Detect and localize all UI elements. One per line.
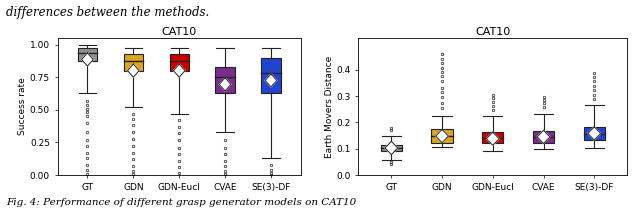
Bar bbox=[381, 145, 402, 151]
Text: differences between the methods.: differences between the methods. bbox=[6, 6, 210, 19]
Y-axis label: Success rate: Success rate bbox=[18, 78, 27, 135]
Bar bbox=[482, 132, 504, 143]
Title: CAT10: CAT10 bbox=[475, 27, 511, 37]
Y-axis label: Earth Movers Distance: Earth Movers Distance bbox=[324, 55, 333, 158]
Polygon shape bbox=[265, 74, 276, 87]
Bar bbox=[124, 54, 143, 71]
Text: Fig. 4: Performance of different grasp generator models on CAT10: Fig. 4: Performance of different grasp g… bbox=[6, 198, 356, 207]
Bar bbox=[533, 131, 554, 143]
Polygon shape bbox=[220, 78, 231, 91]
Bar bbox=[78, 48, 97, 61]
Bar bbox=[170, 54, 189, 71]
Polygon shape bbox=[537, 130, 550, 143]
Polygon shape bbox=[385, 141, 397, 154]
Bar bbox=[431, 129, 452, 143]
Bar bbox=[216, 67, 235, 93]
Polygon shape bbox=[82, 53, 93, 66]
Polygon shape bbox=[588, 127, 600, 140]
Polygon shape bbox=[486, 132, 499, 145]
Bar bbox=[261, 58, 280, 93]
Polygon shape bbox=[173, 64, 185, 77]
Polygon shape bbox=[436, 130, 449, 143]
Polygon shape bbox=[127, 64, 139, 77]
Title: CAT10: CAT10 bbox=[161, 27, 197, 37]
Bar bbox=[584, 127, 605, 140]
